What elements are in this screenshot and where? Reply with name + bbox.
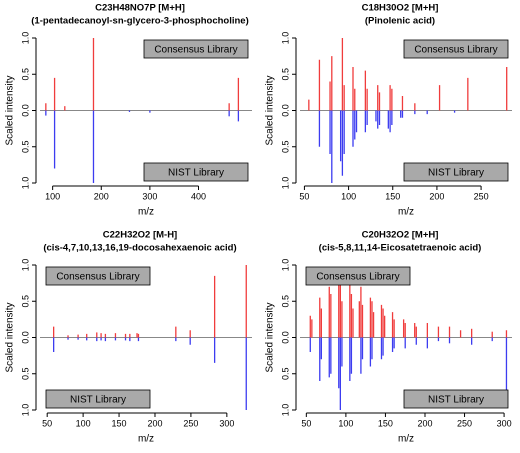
x-tick-label: 100 (76, 418, 91, 428)
library-label: Consensus Library (316, 272, 399, 283)
x-tick-label: 150 (112, 418, 127, 428)
y-tick-label: 0.5 (280, 68, 290, 81)
x-tick-label: 250 (183, 418, 198, 428)
x-tick-label: 100 (338, 418, 353, 428)
y-tick-label: 0.5 (280, 367, 290, 380)
x-tick-label: 200 (94, 191, 109, 201)
x-tick-label: 250 (457, 418, 472, 428)
library-box (403, 39, 509, 59)
panel-title: C22H32O2 [M-H] (103, 230, 177, 241)
library-label: Consensus Library (154, 45, 237, 56)
y-tick-label: 0.0 (20, 331, 30, 344)
x-tick-label: 200 (417, 418, 432, 428)
panel-subtitle: (cis-4,7,10,13,16,19-docosahexaenoic aci… (43, 243, 236, 254)
x-axis-label: m/z (398, 434, 414, 445)
y-tick-label: 1.0 (20, 32, 30, 45)
library-box (403, 389, 509, 409)
x-tick-label: 400 (191, 191, 206, 201)
panel-subtitle: (1-pentadecanoyl-sn-glycero-3-phosphocho… (31, 16, 248, 27)
y-tick-label: 0.0 (280, 104, 290, 117)
x-tick-label: 50 (42, 418, 52, 428)
library-label: NIST Library (168, 168, 224, 179)
panel: C20H32O2 [M+H] (cis-5,8,11,14-Eicosatetra… (265, 230, 512, 445)
library-box (143, 39, 249, 59)
y-tick-label: 1.0 (280, 259, 290, 272)
x-tick-label: 100 (45, 191, 60, 201)
y-tick-label: 0.5 (280, 140, 290, 153)
x-tick-label: 300 (219, 418, 234, 428)
library-box (45, 389, 151, 409)
y-tick-label: 0.5 (20, 295, 30, 308)
y-tick-label: 0.5 (20, 140, 30, 153)
library-label: NIST Library (70, 395, 126, 406)
y-tick-label: 1.0 (20, 259, 30, 272)
panel-subtitle: (cis-5,8,11,14-Eicosatetraenoic acid) (319, 243, 482, 254)
panel: C22H32O2 [M-H] (cis-4,7,10,13,16,19-docos… (5, 230, 252, 445)
library-label: Consensus Library (414, 45, 497, 56)
library-box (45, 266, 151, 286)
library-box (143, 162, 249, 182)
y-tick-label: 0.5 (20, 68, 30, 81)
y-tick-label: 1.0 (280, 32, 290, 45)
panel-title: C20H32O2 [M+H] (362, 230, 439, 241)
x-tick-label: 250 (474, 191, 489, 201)
x-tick-label: 150 (385, 191, 400, 201)
y-axis-label: Scaled intensity (5, 75, 16, 145)
y-tick-label: 0.5 (20, 367, 30, 380)
library-box (403, 162, 509, 182)
panel: C23H48NO7P [M+H] (1-pentadecanoyl-sn-glyc… (5, 3, 252, 218)
y-tick-label: 1.0 (280, 177, 290, 190)
library-label: NIST Library (428, 395, 484, 406)
y-axis-label: Scaled intensity (265, 302, 276, 372)
y-tick-label: 0.0 (280, 331, 290, 344)
library-label: NIST Library (428, 168, 484, 179)
y-axis-label: Scaled intensity (5, 302, 16, 372)
x-tick-label: 50 (299, 191, 309, 201)
x-axis-label: m/z (138, 207, 154, 218)
y-tick-label: 1.0 (20, 404, 30, 417)
x-tick-label: 300 (142, 191, 157, 201)
panel-title: C18H30O2 [M+H] (362, 3, 439, 14)
x-tick-label: 300 (497, 418, 512, 428)
y-tick-label: 0.0 (20, 104, 30, 117)
y-tick-label: 0.5 (280, 295, 290, 308)
x-axis-label: m/z (398, 207, 414, 218)
x-tick-label: 200 (147, 418, 162, 428)
library-box (305, 266, 411, 286)
x-tick-label: 200 (429, 191, 444, 201)
x-tick-label: 50 (301, 418, 311, 428)
x-tick-label: 150 (378, 418, 393, 428)
panel-subtitle: (Pinolenic acid) (365, 16, 435, 27)
library-label: Consensus Library (56, 272, 139, 283)
x-axis-label: m/z (138, 434, 154, 445)
panel-title: C23H48NO7P [M+H] (95, 3, 185, 14)
panel: C18H30O2 [M+H] (Pinolenic acid) Scaled int… (265, 3, 512, 218)
y-tick-label: 1.0 (280, 404, 290, 417)
y-tick-label: 1.0 (20, 177, 30, 190)
y-axis-label: Scaled intensity (265, 75, 276, 145)
x-tick-label: 100 (341, 191, 356, 201)
